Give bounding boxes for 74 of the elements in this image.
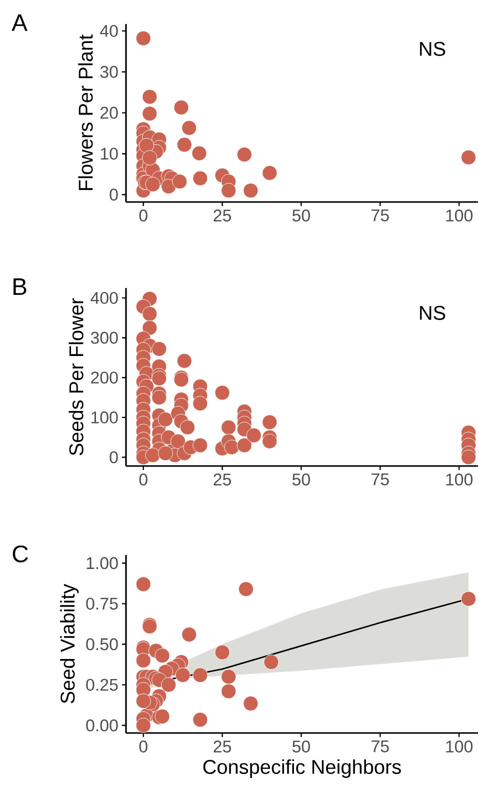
point: [192, 668, 208, 683]
point: [154, 648, 170, 664]
annotation: NS: [420, 306, 446, 320]
point: [460, 150, 476, 165]
y-tick-label: 100: [92, 411, 118, 424]
point: [243, 182, 258, 198]
chart-title: A: [12, 14, 28, 31]
point: [142, 150, 158, 166]
x-tick-label: 0: [139, 740, 148, 753]
x-tick-label: 25: [214, 210, 231, 222]
point: [136, 576, 151, 592]
y-tick-label: 20: [100, 106, 118, 119]
point: [221, 182, 236, 198]
y-tick-label: 40: [100, 24, 118, 37]
x-tick-label: 50: [292, 474, 310, 486]
x-axis-title: Conspecific Neighbors: [203, 759, 401, 778]
point: [142, 89, 158, 104]
point: [182, 120, 197, 136]
point: [172, 174, 188, 190]
y-tick-label: 0.25: [86, 678, 118, 691]
y-tick-label: 300: [90, 332, 118, 344]
annotation: NS: [420, 42, 446, 56]
x-tick-label: 25: [214, 474, 231, 486]
y-tick-label: 0.50: [86, 638, 118, 650]
point: [243, 696, 258, 712]
x-tick-label: 50: [292, 740, 310, 753]
y-tick-label: 30: [100, 66, 118, 78]
y-axis-title: Seeds Per Flower: [68, 298, 84, 456]
point: [192, 170, 208, 186]
point: [236, 146, 252, 162]
point: [175, 668, 190, 683]
x-tick-label: 75: [372, 740, 389, 752]
x-tick-label: 100: [446, 740, 473, 753]
y-tick-label: 0: [110, 451, 118, 464]
point: [192, 712, 208, 728]
y-tick-label: 200: [91, 372, 118, 384]
x-tick-label: 100: [446, 474, 473, 486]
point: [136, 693, 151, 709]
chart-title: B: [14, 278, 26, 295]
x-tick-label: 0: [139, 474, 148, 486]
x-tick-label: 75: [372, 210, 389, 222]
point: [214, 644, 230, 660]
point: [221, 669, 236, 684]
y-tick-label: 400: [90, 292, 118, 304]
point: [264, 654, 279, 670]
x-tick-label: 0: [139, 210, 148, 222]
y-tick-label: 0.75: [86, 598, 118, 610]
chart-title: C: [12, 545, 28, 562]
point: [145, 176, 160, 192]
point: [136, 30, 151, 46]
x-tick-label: 75: [372, 474, 389, 486]
point: [138, 138, 154, 154]
y-tick-label: 10: [100, 148, 118, 160]
x-tick-label: 25: [214, 740, 231, 753]
point: [136, 652, 151, 668]
x-tick-label: 50: [292, 210, 310, 222]
point: [460, 591, 476, 606]
point: [221, 684, 236, 699]
x-tick-label: 100: [446, 210, 473, 222]
y-axis-title: Seed Viability: [60, 584, 79, 704]
point: [262, 165, 278, 180]
point: [154, 708, 170, 724]
point: [136, 718, 151, 733]
y-tick-label: 1.00: [86, 557, 118, 570]
point: [142, 106, 158, 122]
y-axis-title: Flowers Per Plant: [78, 34, 93, 190]
point: [182, 626, 197, 642]
point: [192, 146, 207, 161]
point: [238, 582, 254, 597]
y-tick-label: 0.00: [86, 719, 118, 732]
point: [174, 100, 189, 116]
point: [176, 137, 192, 152]
point: [161, 677, 176, 692]
y-tick-label: 0: [110, 188, 118, 201]
